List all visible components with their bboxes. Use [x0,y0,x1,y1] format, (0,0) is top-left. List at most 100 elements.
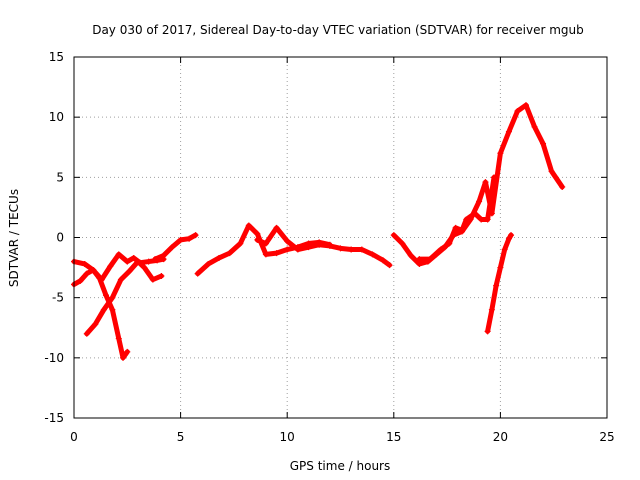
data-point [192,232,199,239]
series-arc-9 [484,232,515,335]
x-tick-label: 20 [493,430,508,444]
data-point [399,240,406,247]
data-point [514,108,521,115]
data-point [508,232,515,239]
data-point [120,354,127,361]
data-point [100,306,107,313]
data-point [482,179,489,186]
x-tick-label: 0 [70,430,78,444]
data-point [237,240,244,247]
y-tick-label: -5 [52,291,64,305]
series-line [71,267,130,361]
data-point [124,348,131,355]
x-tick-label: 10 [280,430,295,444]
data-point [416,256,423,263]
y-tick-label: -10 [44,351,64,365]
y-axis-label: SDTVAR / TECUs [7,189,21,287]
data-point [531,123,538,130]
data-point [446,240,453,247]
data-point [305,244,312,251]
data-point [262,251,269,258]
data-point [559,183,566,190]
data-point [90,266,97,273]
data-point [497,264,504,271]
data-point [83,270,90,277]
data-point [115,251,122,258]
data-point [497,150,504,157]
data-point [107,263,114,270]
data-point [186,235,193,242]
data-point [326,242,333,249]
data-point [77,277,84,284]
data-point [152,256,159,263]
series-arc-4 [152,232,199,263]
data-point [522,102,529,109]
data-point [386,262,393,269]
data-point [505,128,512,135]
data-point [459,227,466,234]
data-point [109,294,116,301]
data-point [134,258,141,265]
data-point [390,232,397,239]
data-point [145,258,152,265]
series-arc-2 [71,251,167,283]
data-point [254,236,261,243]
data-point [115,335,122,342]
data-point [369,251,376,258]
data-point [437,246,444,253]
data-point [273,250,280,257]
data-point [493,282,500,289]
x-tick-label: 5 [177,430,185,444]
data-point [98,276,105,283]
data-point [124,258,131,265]
data-point [488,306,495,313]
data-point [501,246,508,253]
data-point [407,252,414,259]
data-point [109,306,116,313]
data-point [463,216,470,223]
y-tick-label: -15 [44,411,64,425]
data-point [160,252,167,259]
data-point [478,216,485,223]
data-point [141,264,148,271]
data-point [484,328,491,335]
data-point [548,168,555,175]
chart-title: Day 030 of 2017, Sidereal Day-to-day VTE… [92,23,584,37]
data-point [205,260,212,267]
series-line [84,259,164,337]
data-point [149,276,156,283]
series-arc-8 [416,174,498,263]
data-point [427,256,434,263]
data-point [505,235,512,242]
data-point [158,273,165,280]
data-point [337,245,344,252]
data-point [81,260,88,267]
data-point [194,270,201,277]
y-tick-label: 0 [56,231,64,245]
data-point [540,140,547,147]
axis-ticks: 0 5 10 15 20 25 -15 -10 -5 0 5 10 15 [44,50,614,444]
data-point [245,222,252,229]
data-point [484,216,491,223]
data-point [316,241,323,248]
data-point [273,224,280,231]
data-point [102,292,109,299]
data-point [262,240,269,247]
x-tick-label: 25 [599,430,614,444]
data-point [284,238,291,245]
y-tick-label: 15 [49,50,64,64]
series-arc-6 [254,224,393,269]
data-point [294,246,301,253]
data-point [83,330,90,337]
data-point [452,224,459,231]
data-point [169,244,176,251]
data-point [358,246,365,253]
data-point [126,268,133,275]
data-point [284,246,291,253]
y-tick-label: 10 [49,110,64,124]
data-point [117,276,124,283]
data-series [71,102,566,361]
data-point [254,230,261,237]
data-point [177,236,184,243]
data-point [491,174,498,181]
